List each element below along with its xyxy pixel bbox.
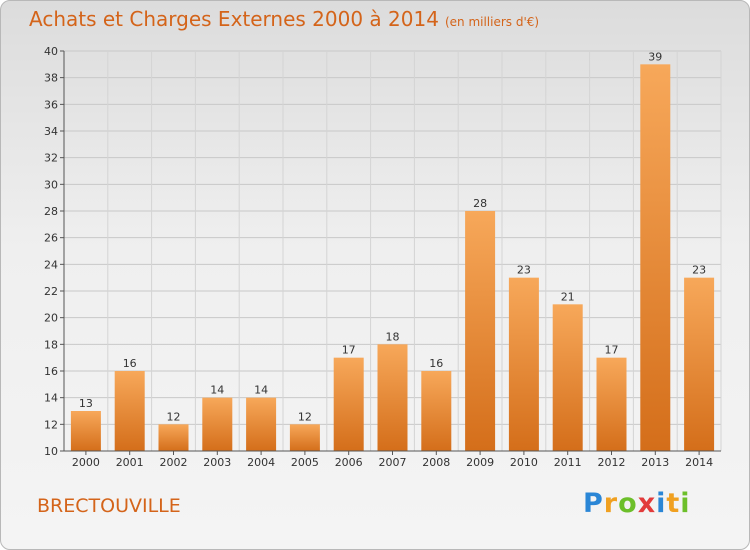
value-label: 16 [429,357,443,370]
x-tick-labels: 2000 2001 2002 2003 2004 2005 2006 2007 2008 2009… [72,456,713,469]
bars [70,64,715,452]
x-tick-label: 2012 [598,456,626,469]
value-labels: 13 16 12 14 14 12 17 18 16 28 23 21 17 39 23 [79,50,706,423]
value-label: 23 [692,264,706,277]
bar [552,304,583,451]
x-tick-label: 2001 [116,456,144,469]
y-tick-label: 22 [44,285,58,298]
bar [377,344,408,451]
y-tick-label: 28 [44,205,58,218]
y-tick-label: 30 [44,178,58,191]
y-tick-label: 26 [44,232,58,245]
x-tick-label: 2006 [335,456,363,469]
y-tick-label: 16 [44,365,58,378]
value-label: 17 [342,344,356,357]
bar [684,277,715,451]
bar [421,371,452,451]
y-tick-label: 38 [44,72,58,85]
x-tick-label: 2011 [554,456,582,469]
y-tick-label: 24 [44,258,58,271]
proxiti-logo[interactable]: Proxiti [583,488,691,519]
y-tick-label: 40 [44,45,58,58]
y-tick-label: 36 [44,98,58,111]
chart-title-unit: (en milliers d'€) [444,15,540,29]
x-tick-label: 2000 [72,456,100,469]
bar [508,277,539,451]
value-label: 39 [648,50,662,63]
bar [333,357,364,451]
value-label: 13 [79,397,93,410]
y-tick-label: 12 [44,418,58,431]
bar [158,424,189,451]
value-label: 28 [473,197,487,210]
x-tick-label: 2010 [510,456,538,469]
x-tick-label: 2002 [160,456,188,469]
y-tick-label: 10 [44,445,58,458]
bar [114,371,145,451]
axes [60,50,721,455]
x-tick-label: 2013 [641,456,669,469]
x-tick-label: 2014 [685,456,713,469]
value-label: 17 [605,344,619,357]
chart-title-main: Achats et Charges Externes 2000 à 2014 [29,7,439,31]
x-tick-label: 2009 [466,456,494,469]
x-tick-label: 2004 [247,456,275,469]
y-tick-labels: 10 12 14 16 18 20 22 24 26 28 30 32 34 36 38 40 [44,45,58,458]
value-label: 14 [254,384,268,397]
x-tick-label: 2008 [422,456,450,469]
x-tick-label: 2007 [379,456,407,469]
bar [202,397,233,451]
value-label: 18 [386,330,400,343]
value-label: 21 [561,290,575,303]
x-tick-label: 2003 [203,456,231,469]
location-label: BRECTOUVILLE [37,495,181,517]
bar [246,397,277,451]
y-tick-label: 34 [44,125,58,138]
y-tick-label: 20 [44,312,58,325]
bar [289,424,320,451]
y-tick-label: 14 [44,392,58,405]
value-label: 23 [517,264,531,277]
y-tick-label: 32 [44,152,58,165]
bar [70,411,101,451]
value-label: 16 [123,357,137,370]
y-tick-label: 18 [44,338,58,351]
bar [640,64,671,452]
value-label: 12 [167,410,181,423]
bar [465,211,496,451]
bar [596,357,627,451]
value-label: 12 [298,410,312,423]
chart-title: Achats et Charges Externes 2000 à 2014 (e… [29,7,539,31]
x-tick-label: 2005 [291,456,319,469]
value-label: 14 [210,384,224,397]
